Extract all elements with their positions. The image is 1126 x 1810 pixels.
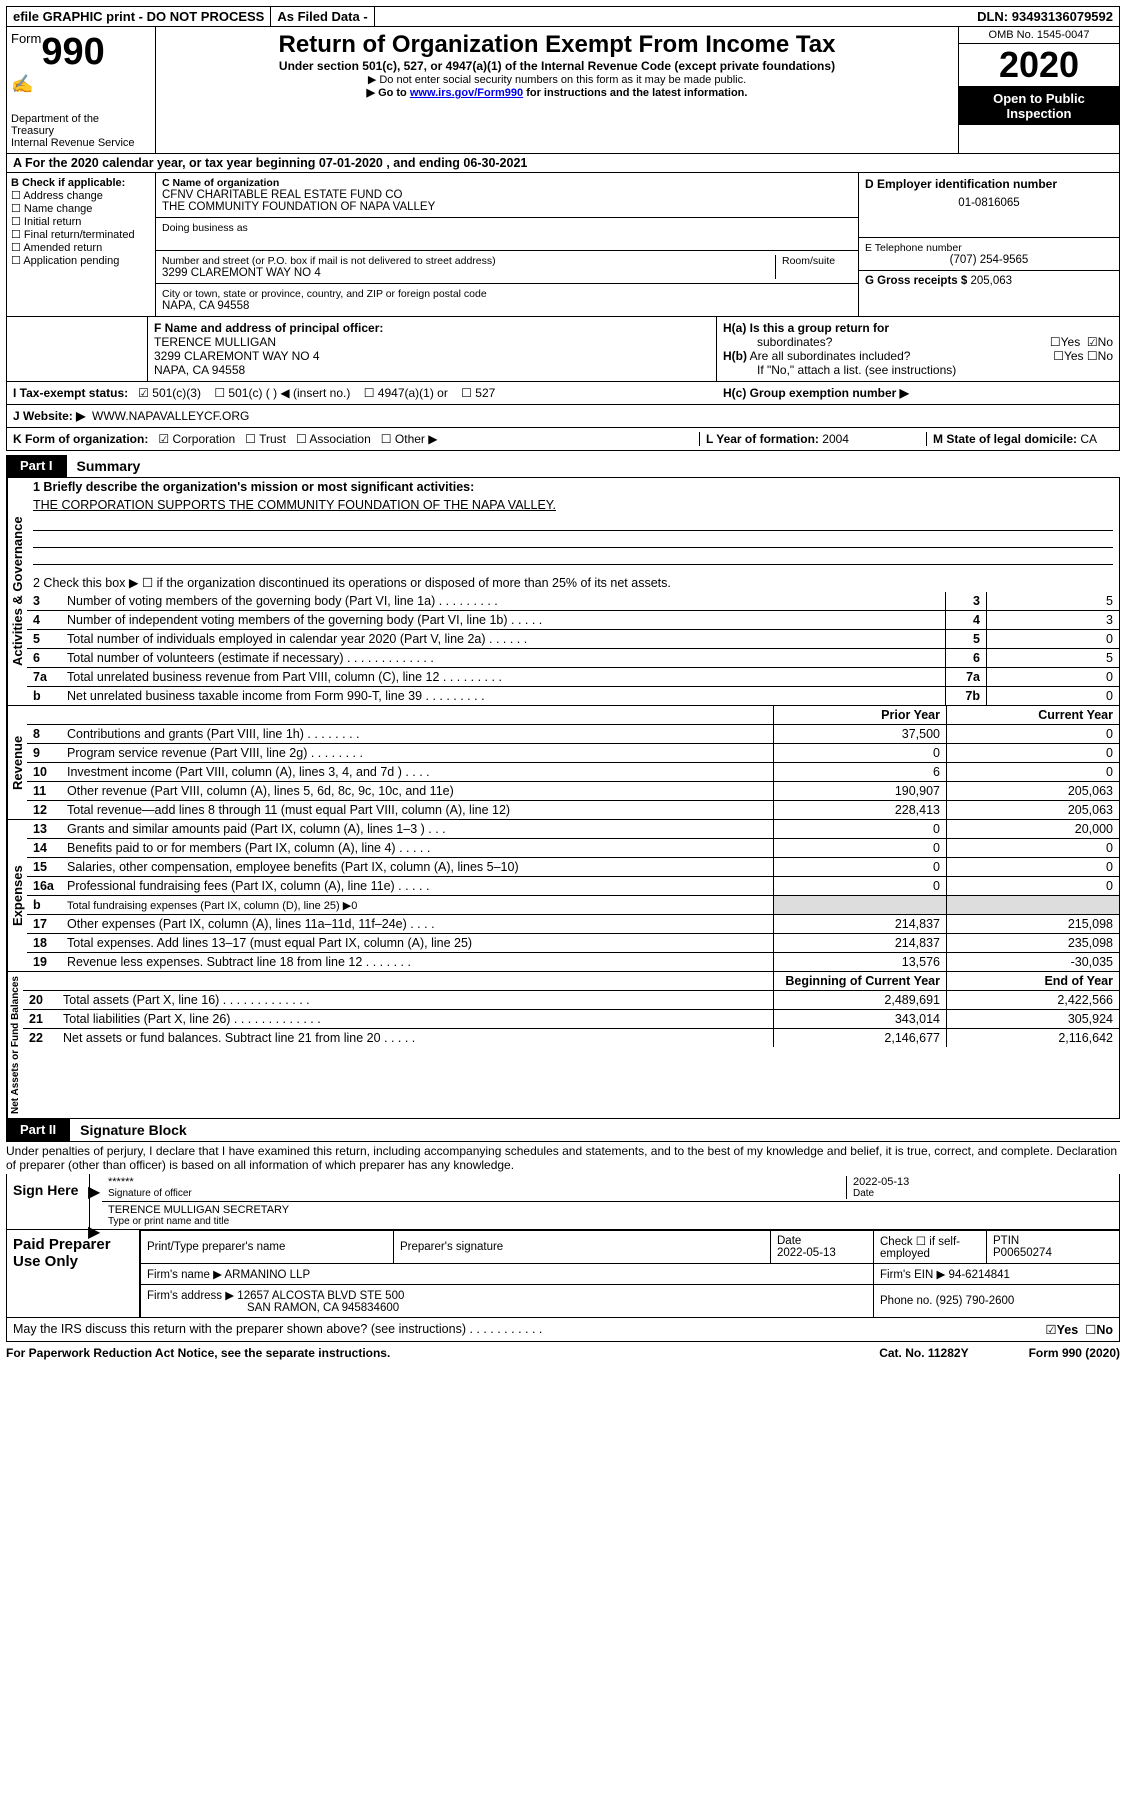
discuss-row: May the IRS discuss this return with the… [6,1318,1120,1342]
form-title: Return of Organization Exempt From Incom… [160,31,954,59]
efile-notice: efile GRAPHIC print - DO NOT PROCESS [7,7,271,26]
tax-year: 2020 [959,44,1119,87]
sign-here-label: Sign Here [7,1174,89,1229]
sig-date: 2022-05-13 [853,1176,1113,1188]
section-b: B Check if applicable: ☐ Address change☐… [7,173,156,316]
mission-text: THE CORPORATION SUPPORTS THE COMMUNITY F… [27,496,1119,514]
paid-preparer-label: Paid Preparer Use Only [6,1230,140,1318]
row-i: I Tax-exempt status: ☑ 501(c)(3) ☐ 501(c… [6,382,1120,405]
mission-label: 1 Briefly describe the organization's mi… [33,480,474,494]
dba-label: Doing business as [162,222,852,234]
prep-name-h: Print/Type preparer's name [141,1231,394,1264]
prep-ptin: P00650274 [993,1247,1052,1259]
officer-addr1: 3299 CLAREMONT WAY NO 4 [154,349,710,363]
firm-name: ARMANINO LLP [225,1269,311,1281]
org-name-2: THE COMMUNITY FOUNDATION OF NAPA VALLEY [162,201,852,213]
revenue-block: Revenue Prior YearCurrent Year8Contribut… [6,706,1120,820]
phone-label: E Telephone number [865,242,1113,254]
label-netassets: Net Assets or Fund Balances [7,972,23,1118]
label-expenses: Expenses [7,820,27,971]
org-address: 3299 CLAREMONT WAY NO 4 [162,267,769,279]
footer-center: Cat. No. 11282Y [879,1346,968,1360]
officer-label: F Name and address of principal officer: [154,321,383,335]
dln: DLN: 93493136079592 [971,7,1119,26]
ein-value: 01-0816065 [865,197,1113,209]
h-c: H(c) Group exemption number ▶ [723,386,909,400]
part1-header: Part I Summary [6,455,1120,478]
line-2: 2 Check this box ▶ ☐ if the organization… [27,573,1119,592]
section-a-year: A For the 2020 calendar year, or tax yea… [6,154,1120,173]
firm-addr2: SAN RAMON, CA 945834600 [147,1302,399,1314]
room-label: Room/suite [782,255,852,267]
instr-ssn: ▶ Do not enter social security numbers o… [160,73,954,86]
dept-line2: Treasury [11,125,151,137]
sign-here-block: Sign Here ▶ ▶ ****** Signature of office… [6,1174,1120,1230]
dept-line3: Internal Revenue Service [11,137,151,149]
perjury-text: Under penalties of perjury, I declare th… [6,1142,1120,1174]
checkbox-final-return-terminated[interactable]: ☐ Final return/terminated [11,228,151,241]
part2-header: Part II Signature Block [6,1119,1120,1142]
netassets-block: Net Assets or Fund Balances Beginning of… [6,972,1120,1119]
phone-value: (707) 254-9565 [865,254,1113,266]
preparer-block: Paid Preparer Use Only Print/Type prepar… [6,1230,1120,1318]
info-grid: B Check if applicable: ☐ Address change☐… [6,173,1120,317]
ein-label: D Employer identification number [865,177,1113,191]
firm-addr1: 12657 ALCOSTA BLVD STE 500 [237,1290,404,1302]
checkbox-address-change[interactable]: ☐ Address change [11,189,151,202]
prep-date: 2022-05-13 [777,1247,836,1259]
footer-right: Form 990 (2020) [1029,1346,1120,1360]
form-label: Form [11,31,41,46]
prep-sig-h: Preparer's signature [394,1231,771,1264]
footer-left: For Paperwork Reduction Act Notice, see … [6,1346,390,1360]
form-number: 990 [41,31,104,73]
officer-addr2: NAPA, CA 94558 [154,363,710,377]
row-k: K Form of organization: ☑ Corporation ☐ … [6,428,1120,451]
org-city: NAPA, CA 94558 [162,300,852,312]
checkbox-amended-return[interactable]: ☐ Amended return [11,241,151,254]
org-name-label: C Name of organization [162,177,852,189]
dept-line1: Department of the [11,113,99,125]
addr-label: Number and street (or P.O. box if mail i… [162,255,769,267]
prep-selfemp: Check ☐ if self-employed [874,1231,987,1264]
expenses-block: Expenses 13Grants and similar amounts pa… [6,820,1120,972]
row-j: J Website: ▶ WWW.NAPAVALLEYCF.ORG [6,405,1120,428]
firm-phone: (925) 790-2600 [936,1295,1015,1307]
page-footer: For Paperwork Reduction Act Notice, see … [6,1342,1120,1360]
top-bar: efile GRAPHIC print - DO NOT PROCESS As … [6,6,1120,27]
city-label: City or town, state or province, country… [162,288,852,300]
org-name-1: CFNV CHARITABLE REAL ESTATE FUND CO [162,189,852,201]
sig-name: TERENCE MULLIGAN SECRETARY [108,1204,289,1216]
sig-stars: ****** [108,1176,846,1188]
open-to-public: Open to PublicInspection [959,87,1119,125]
part1-body: Activities & Governance 1 Briefly descri… [6,478,1120,706]
as-filed: As Filed Data - [271,7,374,26]
checkbox-application-pending[interactable]: ☐ Application pending [11,254,151,267]
form-subtitle: Under section 501(c), 527, or 4947(a)(1)… [160,59,954,73]
row-f-h: F Name and address of principal officer:… [6,317,1120,382]
checkbox-name-change[interactable]: ☐ Name change [11,202,151,215]
firm-ein: 94-6214841 [949,1269,1010,1281]
officer-name: TERENCE MULLIGAN [154,335,710,349]
checkbox-initial-return[interactable]: ☐ Initial return [11,215,151,228]
label-revenue: Revenue [7,706,27,819]
omb-number: OMB No. 1545-0047 [959,27,1119,44]
website-value: WWW.NAPAVALLEYCF.ORG [92,409,249,423]
sig-officer-cap: Signature of officer [108,1188,846,1199]
label-activities: Activities & Governance [7,478,27,705]
gross-label: G Gross receipts $ [865,275,967,287]
section-c: C Name of organization CFNV CHARITABLE R… [156,173,859,316]
irs-link[interactable]: www.irs.gov/Form990 [410,87,523,99]
form-header: Form990 ✍ Department of the Treasury Int… [6,27,1120,154]
gross-value: 205,063 [970,275,1012,287]
